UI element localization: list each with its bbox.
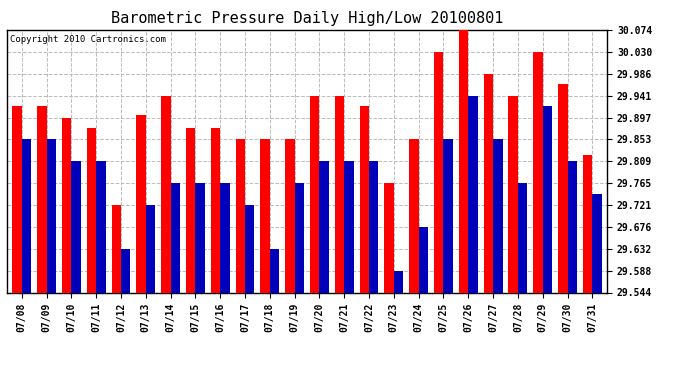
Bar bbox=[195, 183, 205, 292]
Bar bbox=[62, 118, 71, 292]
Bar bbox=[121, 249, 130, 292]
Bar bbox=[543, 106, 552, 292]
Bar bbox=[359, 106, 369, 292]
Bar bbox=[146, 205, 155, 292]
Bar bbox=[161, 96, 170, 292]
Bar bbox=[533, 52, 543, 292]
Bar bbox=[592, 194, 602, 292]
Bar bbox=[369, 161, 379, 292]
Bar bbox=[469, 96, 477, 292]
Bar bbox=[459, 30, 469, 292]
Bar bbox=[419, 227, 428, 292]
Bar bbox=[493, 140, 502, 292]
Bar bbox=[518, 183, 527, 292]
Bar bbox=[235, 140, 245, 292]
Bar bbox=[558, 84, 567, 292]
Bar bbox=[245, 205, 255, 292]
Bar bbox=[260, 140, 270, 292]
Bar bbox=[509, 96, 518, 292]
Bar bbox=[186, 128, 195, 292]
Bar bbox=[211, 128, 220, 292]
Bar bbox=[12, 106, 22, 292]
Bar bbox=[310, 96, 319, 292]
Bar bbox=[220, 183, 230, 292]
Bar bbox=[484, 74, 493, 292]
Bar bbox=[47, 140, 56, 292]
Bar bbox=[444, 140, 453, 292]
Bar bbox=[170, 183, 180, 292]
Bar bbox=[409, 140, 419, 292]
Bar bbox=[137, 115, 146, 292]
Bar bbox=[394, 271, 403, 292]
Text: Copyright 2010 Cartronics.com: Copyright 2010 Cartronics.com bbox=[10, 35, 166, 44]
Bar bbox=[319, 161, 329, 292]
Bar bbox=[295, 183, 304, 292]
Bar bbox=[434, 52, 444, 292]
Bar bbox=[96, 161, 106, 292]
Bar bbox=[112, 205, 121, 292]
Bar bbox=[270, 249, 279, 292]
Bar bbox=[22, 140, 31, 292]
Bar bbox=[384, 183, 394, 292]
Bar bbox=[344, 161, 354, 292]
Bar bbox=[87, 128, 96, 292]
Title: Barometric Pressure Daily High/Low 20100801: Barometric Pressure Daily High/Low 20100… bbox=[111, 11, 503, 26]
Bar bbox=[37, 106, 47, 292]
Bar bbox=[567, 161, 577, 292]
Bar bbox=[285, 140, 295, 292]
Bar bbox=[335, 96, 344, 292]
Bar bbox=[583, 155, 592, 292]
Bar bbox=[71, 161, 81, 292]
